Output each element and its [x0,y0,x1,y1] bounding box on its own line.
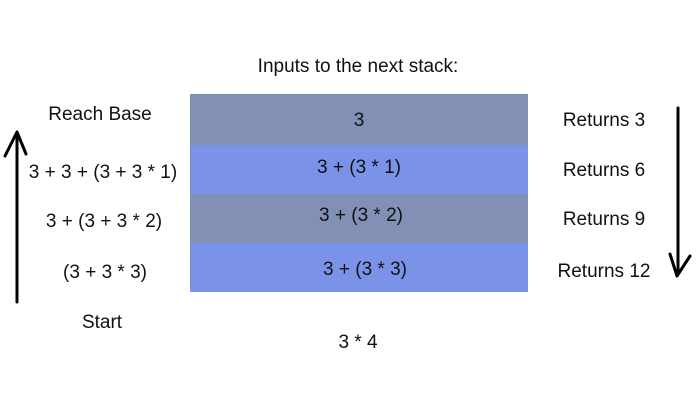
initial-call-label: 3 * 4 [338,332,378,353]
left-expression-row-1: 3 + 3 + (3 + 3 * 1) [28,162,178,183]
left-expression-row-3: (3 + 3 * 3) [63,262,147,283]
up-arrow-icon [3,130,28,304]
diagram-title: Inputs to the next stack: [257,56,459,77]
left-expression-row-2: 3 + (3 + 3 * 2) [45,211,163,232]
returns-label-4: Returns 12 [557,261,651,282]
reach-base-label: Reach Base [48,104,152,125]
stack-frame-3: 3 + (3 * 2) [190,194,528,243]
returns-label-2: Returns 6 [562,160,646,181]
stack-frame-label: 3 + (3 * 2) [319,204,403,226]
stack-frame-1: 3 [190,94,528,145]
stack-frame-label: 3 [353,109,365,131]
down-arrow-icon [668,106,692,278]
stack-frame-2: 3 + (3 * 1) [190,145,528,194]
returns-label-3: Returns 9 [562,209,646,230]
stack-frame-label: 3 + (3 * 3) [323,258,407,280]
stack-frame-4: 3 + (3 * 3) [190,243,528,292]
start-label: Start [81,312,123,333]
returns-label-1: Returns 3 [562,110,646,131]
stack-frame-label: 3 + (3 * 1) [317,156,401,178]
